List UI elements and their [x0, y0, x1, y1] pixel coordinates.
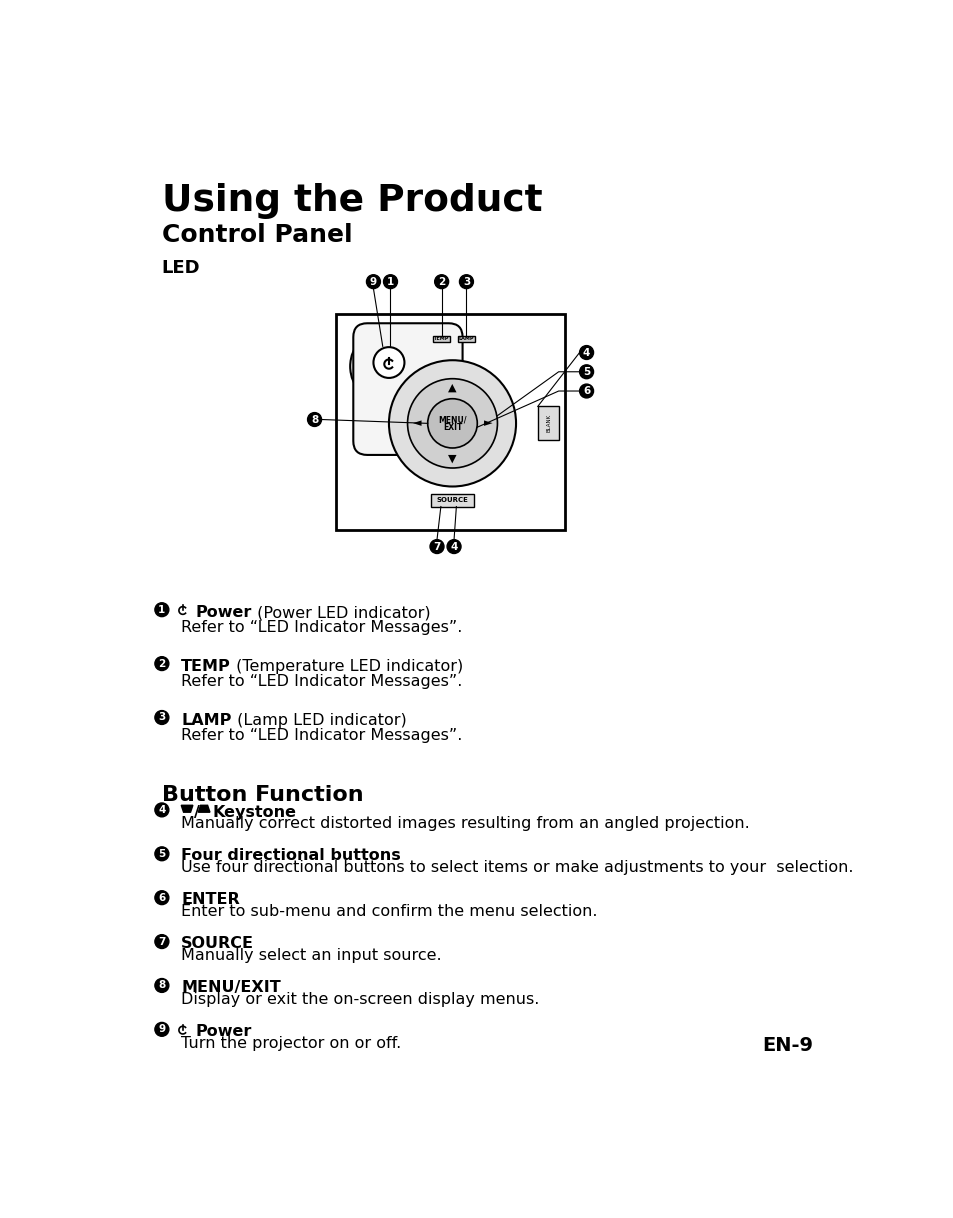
Text: SOURCE: SOURCE [436, 497, 468, 503]
Bar [537, 407, 558, 440]
Text: ▼: ▼ [448, 454, 456, 464]
Circle shape [579, 346, 593, 359]
Circle shape [154, 978, 169, 993]
Circle shape [427, 398, 476, 448]
Circle shape [383, 275, 397, 289]
Text: 5: 5 [158, 849, 165, 859]
Text: Power: Power [195, 1024, 252, 1039]
Circle shape [154, 934, 169, 949]
Text: 3: 3 [462, 276, 470, 286]
Text: (Lamp LED indicator): (Lamp LED indicator) [232, 713, 406, 728]
Text: 6: 6 [158, 893, 165, 903]
Text: (Power LED indicator): (Power LED indicator) [252, 605, 430, 620]
Text: 1: 1 [158, 604, 165, 615]
Circle shape [366, 275, 380, 289]
Text: /: / [194, 805, 200, 820]
Text: 8: 8 [158, 980, 165, 990]
Text: MENU/: MENU/ [437, 415, 466, 424]
Text: 9: 9 [158, 1024, 165, 1034]
Text: Using the Product: Using the Product [162, 183, 542, 219]
Circle shape [154, 890, 169, 905]
Text: 7: 7 [158, 937, 166, 946]
Text: Control Panel: Control Panel [162, 223, 352, 247]
Text: TEMP: TEMP [181, 659, 231, 674]
Circle shape [430, 540, 443, 553]
Text: 7: 7 [433, 542, 440, 552]
Text: 1: 1 [387, 276, 394, 286]
Text: Keystone: Keystone [212, 805, 296, 820]
Circle shape [373, 347, 404, 378]
Text: 4: 4 [582, 347, 590, 358]
Bar [457, 336, 475, 342]
Text: EXIT: EXIT [442, 424, 461, 432]
Text: BLANK: BLANK [545, 414, 551, 432]
Text: MENU/EXIT: MENU/EXIT [181, 980, 281, 995]
Circle shape [435, 275, 448, 289]
Text: Manually correct distorted images resulting from an angled projection.: Manually correct distorted images result… [181, 816, 749, 831]
Text: Use four directional buttons to select items or make adjustments to your  select: Use four directional buttons to select i… [181, 860, 853, 875]
Circle shape [447, 540, 460, 553]
Text: TEMP: TEMP [434, 336, 449, 341]
Text: ENTER: ENTER [181, 893, 240, 907]
Bar [433, 336, 450, 342]
Circle shape [154, 803, 169, 817]
Circle shape [579, 384, 593, 398]
Text: Refer to “LED Indicator Messages”.: Refer to “LED Indicator Messages”. [181, 675, 462, 689]
Bar [431, 495, 474, 507]
Text: Button Function: Button Function [162, 786, 363, 805]
Text: Manually select an input source.: Manually select an input source. [181, 948, 441, 962]
Circle shape [154, 1022, 169, 1037]
Text: 4: 4 [450, 542, 457, 552]
Text: EN-9: EN-9 [761, 1035, 812, 1055]
Circle shape [307, 413, 321, 426]
Circle shape [154, 847, 169, 861]
Text: ►: ► [483, 418, 492, 429]
Text: 4: 4 [158, 805, 166, 815]
Text: Enter to sub-menu and confirm the menu selection.: Enter to sub-menu and confirm the menu s… [181, 904, 598, 918]
Circle shape [350, 328, 427, 404]
Circle shape [459, 275, 473, 289]
Text: ◄: ◄ [412, 418, 420, 429]
Polygon shape [198, 805, 210, 812]
Text: 8: 8 [311, 414, 318, 425]
Text: Display or exit the on-screen display menus.: Display or exit the on-screen display me… [181, 991, 539, 1006]
Text: 2: 2 [158, 659, 165, 669]
Text: LAMP: LAMP [181, 713, 232, 728]
Circle shape [154, 710, 169, 725]
Circle shape [579, 365, 593, 379]
Text: ▲: ▲ [448, 382, 456, 393]
Text: SOURCE: SOURCE [181, 937, 254, 951]
Text: Refer to “LED Indicator Messages”.: Refer to “LED Indicator Messages”. [181, 620, 462, 636]
Text: 6: 6 [582, 386, 590, 396]
Text: Four directional buttons: Four directional buttons [181, 849, 400, 864]
Circle shape [154, 603, 169, 616]
Text: 5: 5 [582, 367, 590, 376]
Circle shape [154, 657, 169, 671]
Text: (Temperature LED indicator): (Temperature LED indicator) [231, 659, 463, 674]
Circle shape [407, 379, 497, 468]
Text: 2: 2 [437, 276, 445, 286]
Text: Power: Power [195, 605, 252, 620]
FancyBboxPatch shape [353, 323, 462, 456]
Text: Turn the projector on or off.: Turn the projector on or off. [181, 1035, 401, 1050]
Bar [335, 314, 564, 530]
Circle shape [389, 361, 516, 486]
Text: LED: LED [162, 258, 200, 276]
Text: 9: 9 [370, 276, 376, 286]
Polygon shape [181, 805, 193, 812]
Text: LAMP: LAMP [458, 336, 474, 341]
Text: Refer to “LED Indicator Messages”.: Refer to “LED Indicator Messages”. [181, 728, 462, 743]
Text: 3: 3 [158, 713, 165, 722]
